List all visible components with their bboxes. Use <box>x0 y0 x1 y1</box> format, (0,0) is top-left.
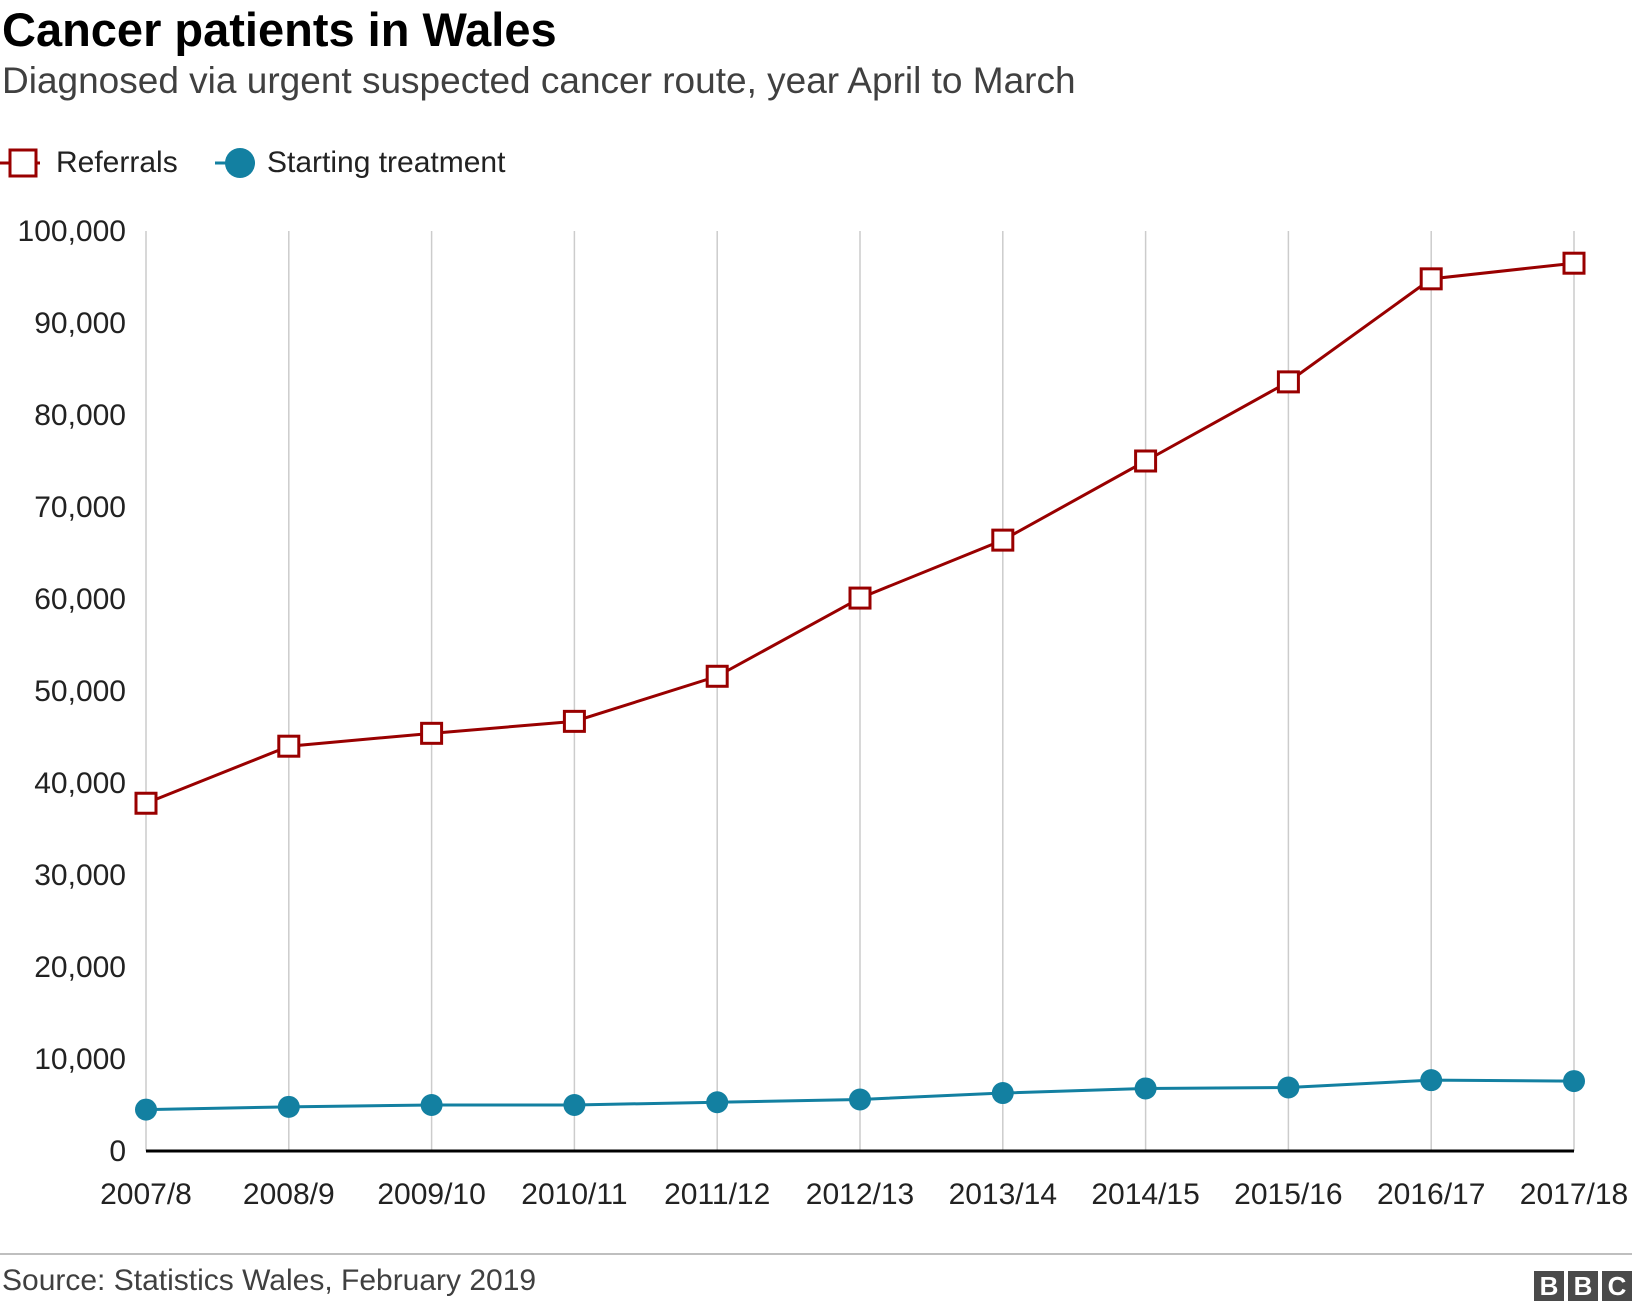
bbc-logo-block: C <box>1602 1271 1632 1301</box>
bbc-logo: B B C <box>1534 1271 1632 1301</box>
referrals-point <box>134 791 158 815</box>
x-tick-label: 2014/15 <box>1091 1178 1199 1211</box>
starting-treatment-point <box>420 1094 443 1116</box>
footer-divider <box>0 1253 1632 1255</box>
x-tick-label: 2016/17 <box>1377 1178 1485 1211</box>
y-tick-label: 90,000 <box>34 307 126 340</box>
starting-treatment-point <box>991 1082 1014 1105</box>
starting-treatment-point <box>1277 1076 1300 1099</box>
starting-treatment-point <box>706 1091 729 1114</box>
referrals-point <box>277 734 301 758</box>
y-tick-label: 40,000 <box>34 767 126 800</box>
referrals-point <box>420 721 444 745</box>
y-tick-label: 20,000 <box>34 951 126 984</box>
legend-item-referrals: Referrals <box>0 138 178 188</box>
x-tick-label: 2012/13 <box>806 1178 914 1211</box>
x-tick-label: 2009/10 <box>377 1178 485 1211</box>
starting-treatment-point <box>277 1095 300 1118</box>
referrals-point <box>1134 449 1158 473</box>
y-tick-label: 60,000 <box>34 583 126 616</box>
x-tick-label: 2011/12 <box>664 1178 770 1211</box>
referrals-point <box>705 664 729 688</box>
referrals-point <box>562 709 586 733</box>
legend-label-starting-treatment: Starting treatment <box>267 146 506 179</box>
y-tick-label: 10,000 <box>34 1043 126 1076</box>
legend-item-starting-treatment: Starting treatment <box>215 138 505 188</box>
y-tick-label: 50,000 <box>34 675 126 708</box>
bbc-logo-block: B <box>1568 1271 1598 1301</box>
starting-treatment-point <box>1420 1069 1443 1092</box>
chart-title: Cancer patients in Wales <box>2 3 557 56</box>
y-tick-label: 70,000 <box>34 491 126 524</box>
x-tick-label: 2010/11 <box>521 1178 627 1211</box>
x-tick-label: 2013/14 <box>949 1178 1057 1211</box>
y-tick-label: 30,000 <box>34 859 126 892</box>
starting-treatment-point <box>849 1088 871 1111</box>
x-tick-label: 2015/16 <box>1234 1178 1342 1211</box>
referrals-point <box>1419 267 1443 291</box>
referrals-point <box>991 528 1015 552</box>
chart-subtitle: Diagnosed via urgent suspected cancer ro… <box>2 60 1076 101</box>
starting-treatment-point <box>1134 1077 1157 1100</box>
y-tick-label: 80,000 <box>34 399 126 432</box>
x-tick-label: 2008/9 <box>243 1178 335 1211</box>
starting-treatment-point <box>563 1094 586 1116</box>
y-tick-label: 0 <box>109 1135 126 1168</box>
bbc-logo-block: B <box>1534 1271 1564 1301</box>
x-tick-label: 2007/8 <box>100 1178 192 1211</box>
referrals-point <box>1276 370 1300 394</box>
y-tick-label: 100,000 <box>18 215 126 248</box>
x-tick-label: 2017/18 <box>1520 1178 1628 1211</box>
referrals-marker-icon <box>0 148 40 178</box>
starting-treatment-point <box>1563 1070 1585 1093</box>
treatment-marker-icon <box>215 148 255 178</box>
referrals-point <box>848 586 872 610</box>
line-chart: 0 10,000 20,000 30,000 40,000 50,000 60,000 70,… <box>18 215 1629 1211</box>
legend-label-referrals: Referrals <box>56 146 178 179</box>
referrals-point <box>1562 251 1586 275</box>
starting-treatment-point <box>135 1098 157 1121</box>
source-note: Source: Statistics Wales, February 2019 <box>2 1264 537 1297</box>
